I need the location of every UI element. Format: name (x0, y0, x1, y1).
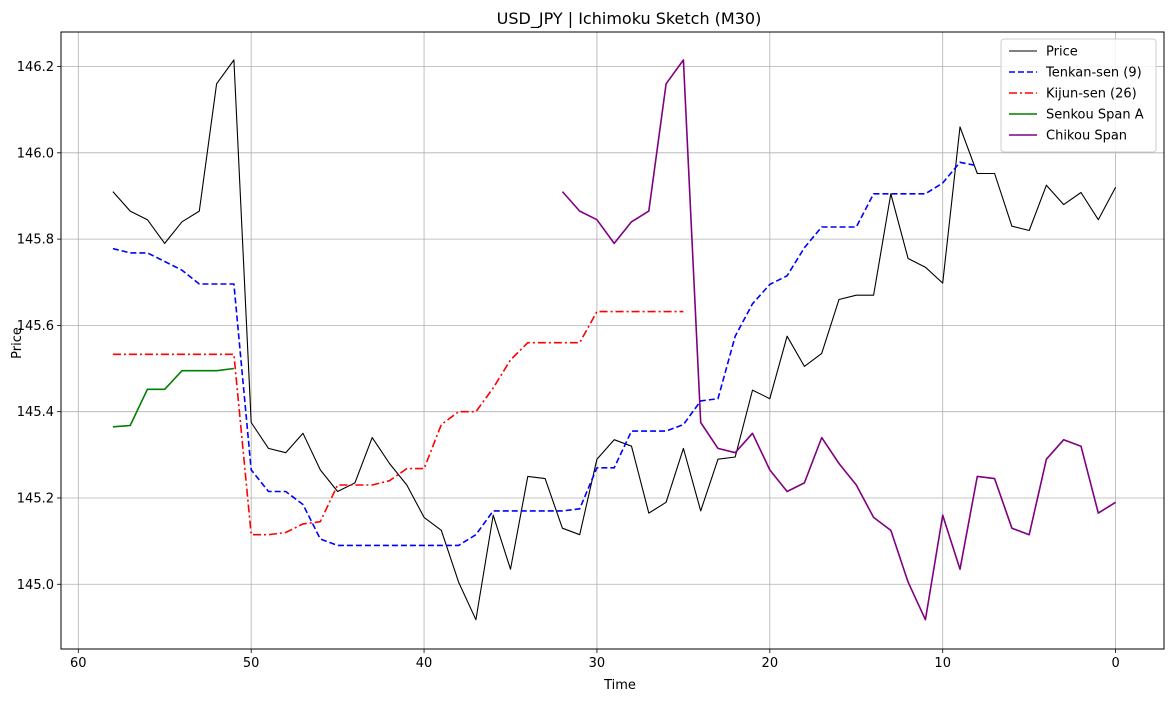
series-lines (112, 59, 1117, 621)
series-line-1 (112, 161, 978, 547)
legend-label: Kijun-sen (26) (1046, 87, 1137, 102)
plot-area-frame (60, 31, 1165, 650)
y-tick-label: 146.0 (17, 146, 54, 161)
x-axis-ticks: 60 50 40 30 20 10 0 (70, 649, 1120, 671)
y-axis-label: Price (10, 327, 25, 359)
x-axis-label: Time (603, 678, 636, 693)
x-tick-label: 20 (762, 656, 779, 671)
y-tick-label: 145.2 (17, 491, 54, 506)
x-tick-label: 40 (416, 656, 433, 671)
grid (61, 32, 1164, 649)
y-tick-label: 145.0 (17, 578, 54, 593)
series-line-4 (561, 59, 1117, 621)
x-tick-label: 50 (243, 656, 260, 671)
legend-label: Tenkan-sen (9) (1045, 66, 1142, 81)
x-tick-label: 0 (1111, 656, 1119, 671)
y-axis-ticks: 145.0 145.2 145.4 145.6 145.8 146.0 146.2 (17, 60, 61, 593)
legend-box (1000, 38, 1157, 153)
legend: Price Tenkan-sen (9) Kijun-sen (26) Senkou … (1000, 38, 1157, 153)
x-tick-label: 10 (934, 656, 951, 671)
legend-label: Senkou Span A (1046, 108, 1144, 123)
x-tick-label: 60 (70, 656, 87, 671)
x-tick-label: 30 (589, 656, 606, 671)
y-tick-label: 146.2 (17, 60, 54, 75)
chart-title: USD_JPY | Ichimoku Sketch (M30) (497, 9, 762, 29)
legend-label: Price (1046, 45, 1078, 60)
series-line-2 (112, 310, 684, 536)
legend-label: Chikou Span (1046, 129, 1127, 144)
series-line-3 (112, 367, 235, 428)
y-tick-label: 145.6 (17, 319, 54, 334)
series-line-0 (112, 59, 1117, 621)
y-tick-label: 145.8 (17, 233, 54, 248)
y-tick-label: 145.4 (17, 405, 54, 420)
